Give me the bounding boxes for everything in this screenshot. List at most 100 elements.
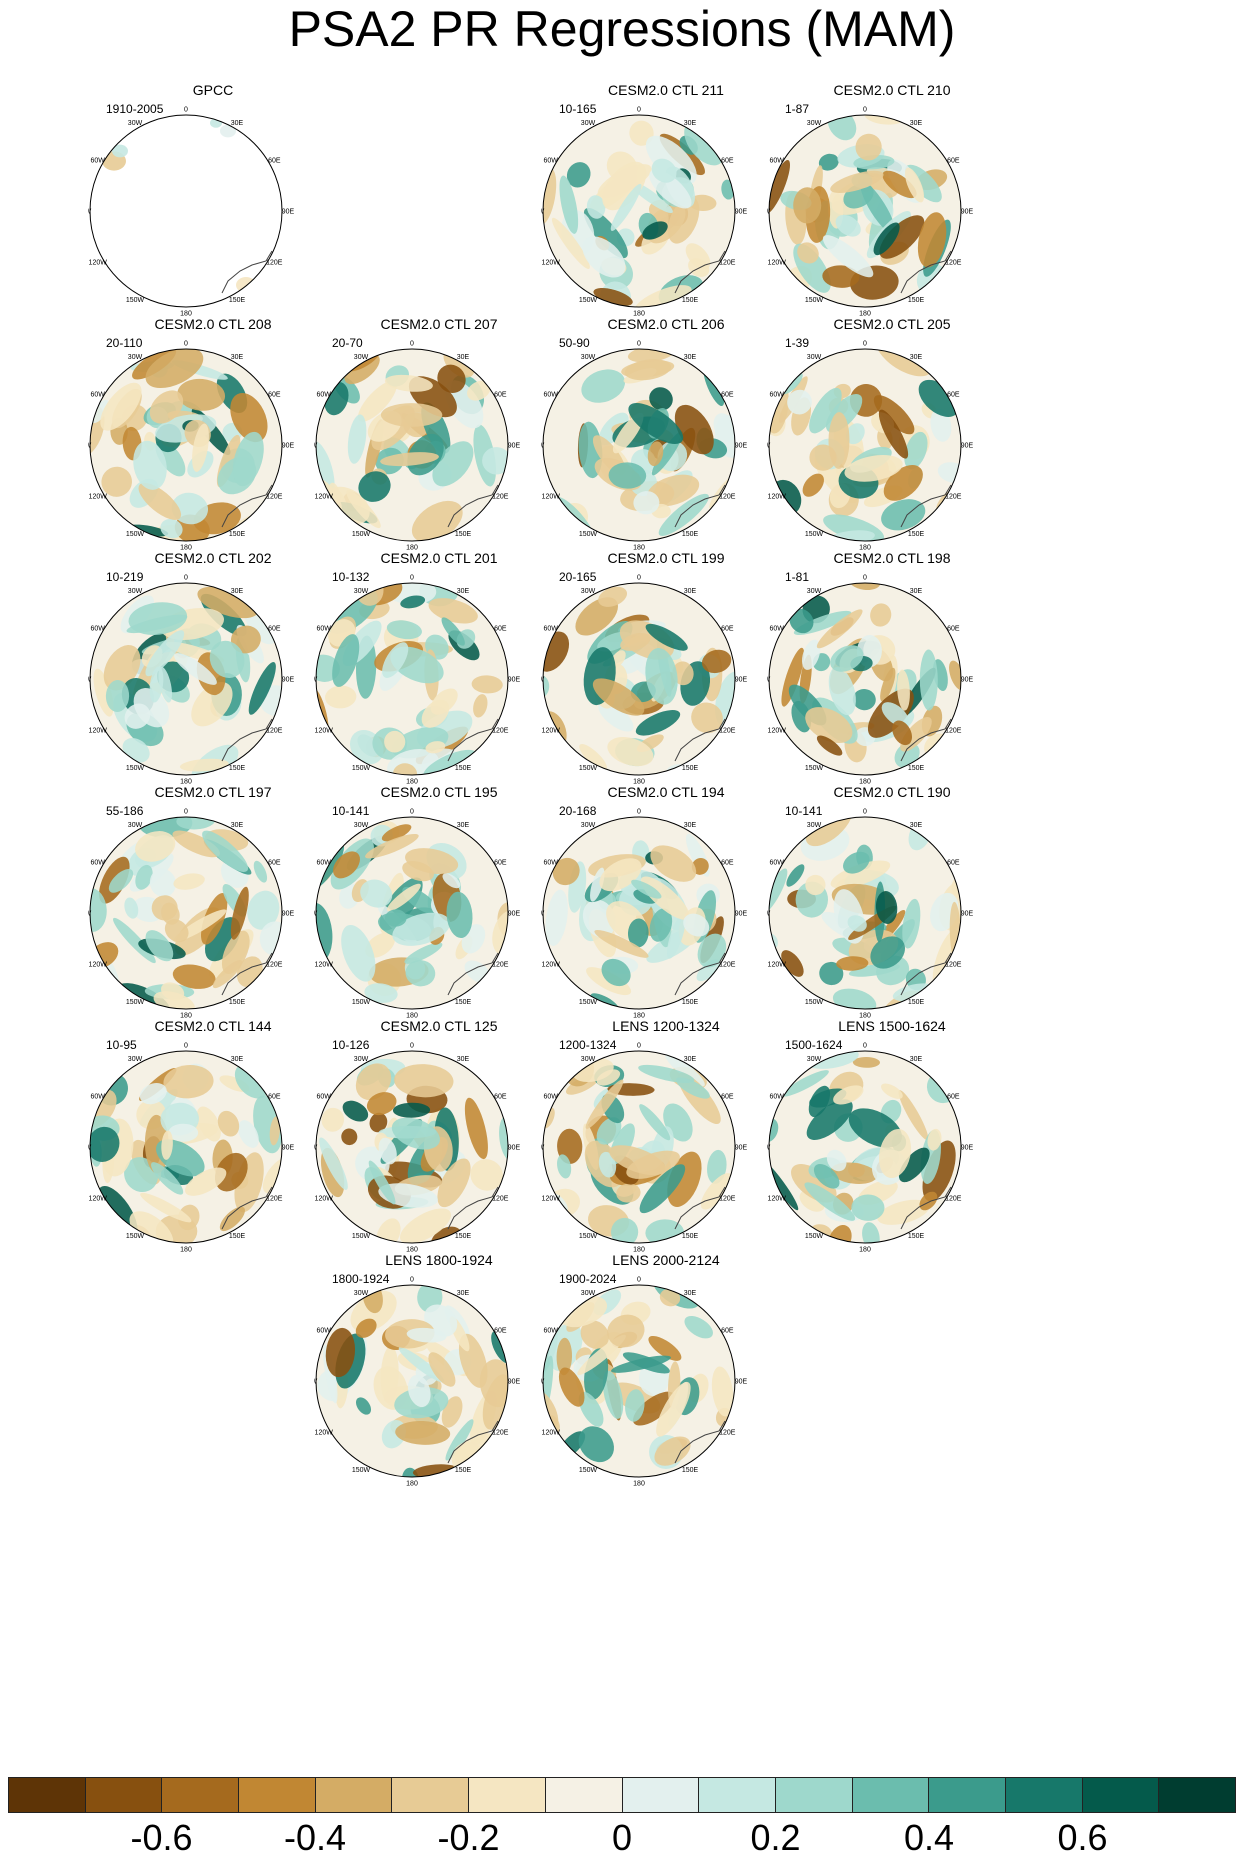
lon-label: 150W [126, 531, 145, 538]
panel-title: CESM2.0 CTL 205 [833, 316, 951, 332]
panel-years: 10-95 [106, 1038, 137, 1052]
colorbar-label: 0 [611, 1817, 633, 1858]
lon-label: 120E [945, 494, 962, 501]
lon-label: 0 [637, 575, 641, 582]
lon-label: 60W [543, 860, 558, 867]
figure-title: PSA2 PR Regressions (MAM) [288, 1, 956, 57]
panel-years: 1500-1624 [785, 1038, 843, 1052]
lon-label: 150W [579, 1233, 598, 1240]
lon-label: 90E [961, 1145, 974, 1152]
polar-map: 0 30E 60E 90E 120E 150E 180 150W 120W 90W 60W 30W [541, 809, 748, 1020]
precip-field [543, 1285, 735, 1477]
map-panel: CESM2.0 CTL 190 10-141 0 30E 60E 90E 120E 150E 1… [767, 784, 1017, 1054]
lon-label: 180 [406, 1013, 418, 1020]
lon-label: 0 [637, 1277, 641, 1284]
lon-label: 30W [581, 1290, 596, 1297]
lon-label: 150E [682, 999, 699, 1006]
lon-label: 60W [90, 1094, 105, 1101]
map-boundary [542, 582, 736, 776]
panel-title: CESM2.0 CTL 202 [154, 550, 272, 566]
lon-label: 180 [180, 779, 192, 786]
lon-label: 90E [735, 911, 748, 918]
map-panel: CESM2.0 CTL 202 10-219 0 30E 60E 90E 120E 150E 1… [88, 550, 338, 820]
lon-label: 30E [684, 1290, 697, 1297]
colorbar-label: 0.6 [1057, 1817, 1108, 1858]
lon-label: 0 [863, 1043, 867, 1050]
colorbar-label: -0.4 [283, 1817, 347, 1858]
lon-label: 0 [637, 809, 641, 816]
lon-label: 90E [735, 443, 748, 450]
lon-label: 60E [268, 860, 281, 867]
colorbar-label: 0.2 [750, 1817, 801, 1858]
lon-label: 30W [807, 1056, 822, 1063]
panel-title: LENS 1200-1324 [612, 1018, 720, 1034]
lon-label: 150E [229, 999, 246, 1006]
lon-label: 0 [863, 341, 867, 348]
panel-title: CESM2.0 CTL 197 [154, 784, 272, 800]
lon-label: 60E [721, 392, 734, 399]
lon-label: 30E [910, 354, 923, 361]
panel-years: 1200-1324 [559, 1038, 617, 1052]
lon-label: 0 [863, 809, 867, 816]
lon-label: 120W [768, 962, 787, 969]
colorbar-box [1005, 1778, 1083, 1812]
lon-label: 30W [128, 354, 143, 361]
lon-label: 60W [90, 626, 105, 633]
lon-label: 30W [807, 822, 822, 829]
panel-title: CESM2.0 CTL 211 [608, 82, 724, 98]
lon-label: 120W [768, 1196, 787, 1203]
lon-label: 150E [455, 1467, 472, 1474]
lon-label: 90W [767, 209, 771, 216]
map-panel: CESM2.0 CTL 198 1-81 0 30E 60E 90E 120E 150E 180… [767, 550, 1017, 820]
panel-title: CESM2.0 CTL 199 [607, 550, 725, 566]
lon-label: 90E [508, 443, 521, 450]
lon-label: 30W [354, 1056, 369, 1063]
lon-label: 90W [88, 911, 92, 918]
lon-label: 90W [541, 443, 545, 450]
lon-label: 150W [126, 765, 145, 772]
lon-label: 150W [579, 297, 598, 304]
lon-label: 0 [410, 575, 414, 582]
lon-label: 90W [541, 1145, 545, 1152]
lon-label: 90E [282, 443, 295, 450]
lon-label: 60E [721, 626, 734, 633]
polar-map: 0 30E 60E 90E 120E 150E 180 150W 120W 90W 60W 30W [314, 1277, 521, 1488]
lon-label: 30E [231, 822, 244, 829]
lon-label: 90W [767, 443, 771, 450]
lon-label: 30W [354, 354, 369, 361]
lon-label: 60W [769, 392, 784, 399]
lon-label: 30E [457, 822, 470, 829]
lon-label: 30W [581, 822, 596, 829]
lon-label: 30E [457, 588, 470, 595]
lon-label: 60W [543, 158, 558, 165]
map-boundary [89, 114, 283, 308]
lon-label: 30W [581, 588, 596, 595]
lon-label: 150E [908, 1233, 925, 1240]
polar-map: 0 30E 60E 90E 120E 150E 180 150W 120W 90W 60W 30W [88, 809, 295, 1020]
lon-label: 150E [682, 297, 699, 304]
lon-label: 120W [315, 962, 334, 969]
panel-title: CESM2.0 CTL 206 [607, 316, 725, 332]
panel-title: LENS 1800-1924 [385, 1252, 493, 1268]
map-boundary [315, 582, 509, 776]
lon-label: 60W [90, 158, 105, 165]
lon-label: 180 [633, 311, 645, 318]
lon-label: 120E [719, 728, 736, 735]
lon-label: 90W [767, 911, 771, 918]
lon-label: 0 [637, 1043, 641, 1050]
lon-label: 150W [579, 999, 598, 1006]
polar-map: 0 30E 60E 90E 120E 150E 180 150W 120W 90W 60W 30W [541, 575, 748, 786]
lon-label: 120W [89, 728, 108, 735]
lon-label: 30E [910, 822, 923, 829]
panel-years: 1-39 [785, 336, 810, 350]
lon-label: 90W [767, 1145, 771, 1152]
lon-label: 150E [455, 999, 472, 1006]
lon-label: 30W [581, 120, 596, 127]
polar-map: 0 30E 60E 90E 120E 150E 180 150W 120W 90W 60W 30W [88, 1043, 295, 1254]
lon-label: 180 [180, 1247, 192, 1254]
lon-label: 30E [457, 1056, 470, 1063]
lon-label: 180 [406, 1247, 418, 1254]
panel-years: 10-132 [332, 570, 370, 584]
map-panel: CESM2.0 CTL 199 20-165 0 30E 60E 90E 120E 150E 1… [541, 550, 791, 820]
polar-map: 0 30E 60E 90E 120E 150E 180 150W 120W 90W 60W 30W [314, 341, 521, 552]
